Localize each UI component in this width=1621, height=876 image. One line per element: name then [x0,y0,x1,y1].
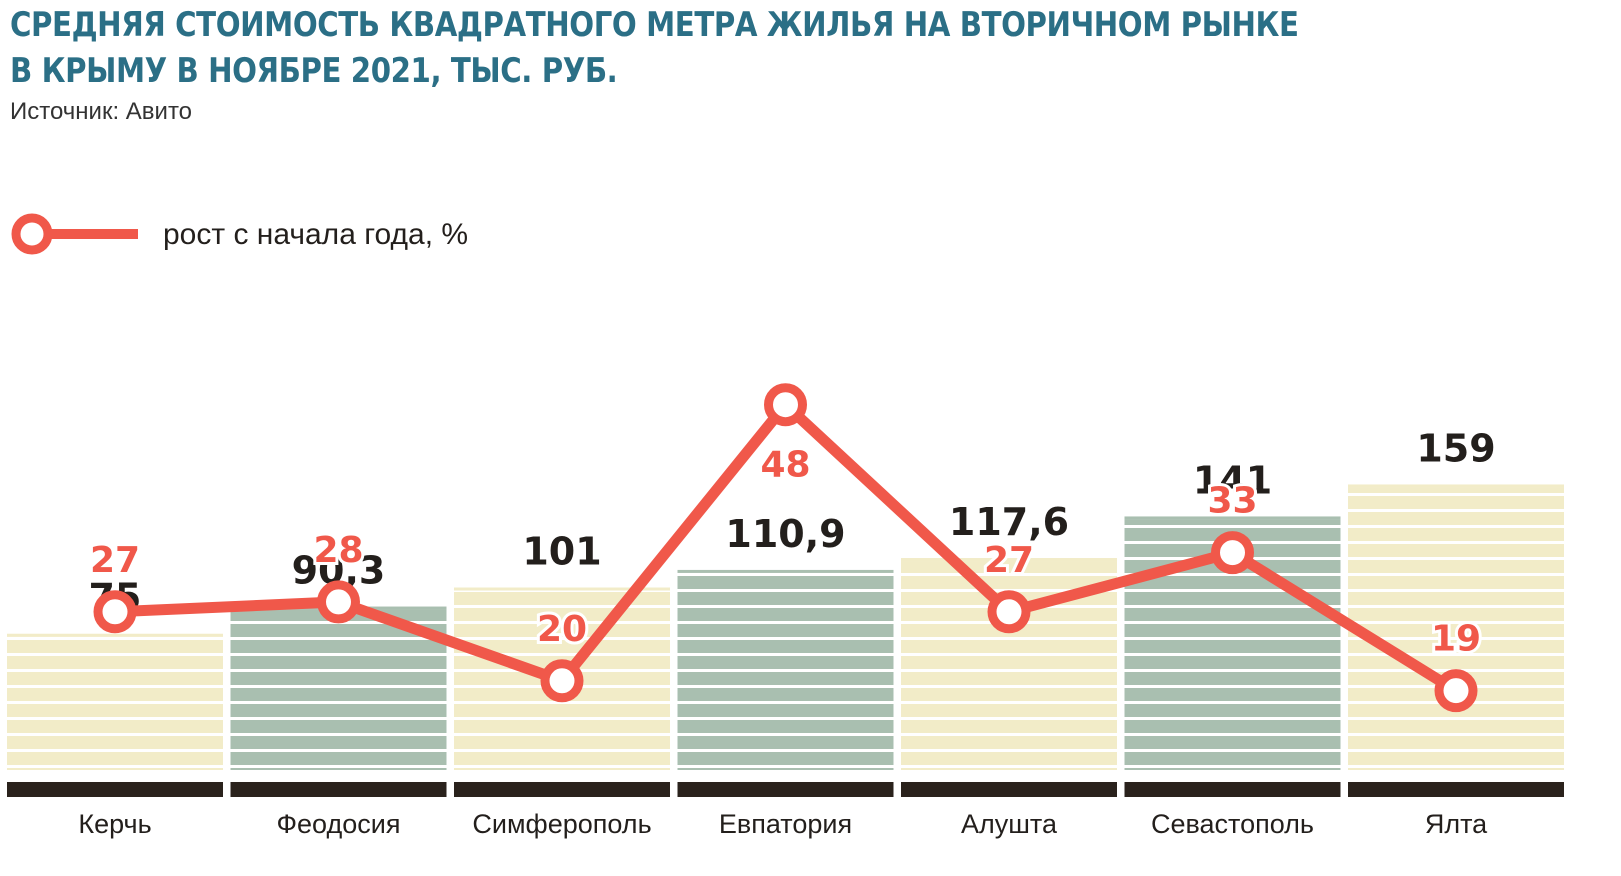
growth-point [987,590,1031,634]
bar-value-label: 141 [1193,458,1272,502]
growth-point [93,590,137,634]
baseline-симферополь [454,782,670,797]
bar-ялта-top-edge [1348,484,1564,488]
growth-line-group [93,383,1478,713]
category-label: Симферополь [472,809,651,839]
category-label: Алушта [961,809,1058,839]
growth-labels-group: 27 28 20 48 27 33 19 [87,442,1484,663]
bar-евпатория [677,572,894,770]
growth-value-label: 27 [984,540,1034,581]
baseline-феодосия [230,782,447,797]
baselines-group [7,782,1564,797]
growth-point [764,383,807,427]
category-label: Феодосия [277,809,401,839]
bar-value-label: 101 [522,530,601,574]
legend-label: рост с начала года, % [163,218,468,251]
growth-value-label: 28 [313,530,363,571]
baseline-евпатория [677,782,894,797]
legend: рост с начала года, % [11,213,468,255]
bar-евпатория-top-edge [677,569,894,573]
growth-value-label: 27 [90,540,140,581]
category-labels-group: Керчь Феодосия Симферополь Евпатория Алушта С… [78,809,1488,839]
bar-ялта [1348,487,1564,770]
category-label: Ялта [1425,809,1488,839]
category-label: Керчь [78,809,151,839]
growth-point [1211,531,1254,575]
bar-алушта-top-edge [901,558,1117,562]
bar-керчь [7,636,223,770]
baseline-керчь [7,782,223,797]
growth-point [1434,669,1478,713]
growth-value-label: 19 [1431,619,1481,660]
growth-value-label: 48 [760,445,810,486]
bar-керчь-top-edge [7,633,223,637]
category-label: Евпатория [719,809,852,839]
bar-value-label: 159 [1416,426,1495,470]
chart-title-line-1: СРЕДНЯЯ СТОИМОСТЬ КВАДРАТНОГО МЕТРА ЖИЛЬ… [10,5,1299,45]
growth-point [540,659,584,703]
chart-title-line-2: В КРЫМУ В НОЯБРЕ 2021, ТЫС. РУБ. [10,51,618,91]
baseline-ялта [1348,782,1564,797]
bar-севастополь-top-edge [1124,516,1341,520]
growth-value-label: 20 [537,609,587,650]
baseline-севастополь [1124,782,1341,797]
category-label: Севастополь [1151,809,1314,839]
growth-value-label: 33 [1207,481,1257,522]
legend-marker-swatch [11,213,53,255]
chart-source: Источник: Авито [10,98,193,125]
bar-value-label: 117,6 [949,500,1069,544]
baseline-алушта [901,782,1117,797]
bar-value-label: 110,9 [725,512,845,556]
bar-феодосия [230,609,447,770]
growth-point [317,580,360,624]
bar-симферополь-top-edge [454,587,670,591]
chart-title: СРЕДНЯЯ СТОИМОСТЬ КВАДРАТНОГО МЕТРА ЖИЛЬ… [10,2,1299,94]
